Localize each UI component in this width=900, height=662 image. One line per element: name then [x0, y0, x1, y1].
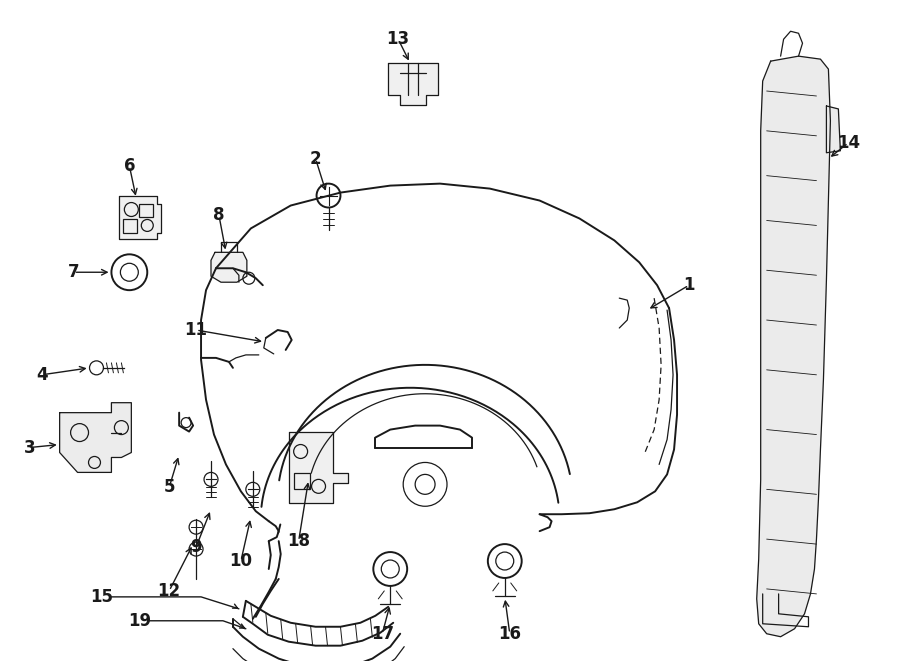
Polygon shape: [388, 63, 438, 105]
Text: 7: 7: [68, 263, 79, 281]
Text: 12: 12: [158, 582, 181, 600]
Polygon shape: [120, 195, 161, 240]
Polygon shape: [59, 402, 131, 473]
Text: 6: 6: [123, 157, 135, 175]
Bar: [293, 473, 310, 489]
Text: 18: 18: [287, 532, 310, 550]
Circle shape: [374, 552, 407, 586]
Text: 16: 16: [499, 625, 521, 643]
Polygon shape: [289, 432, 348, 503]
Text: 3: 3: [24, 438, 36, 457]
Text: 11: 11: [184, 321, 208, 339]
Text: 13: 13: [387, 30, 410, 48]
Circle shape: [488, 544, 522, 578]
Polygon shape: [826, 106, 841, 153]
Text: 14: 14: [837, 134, 859, 152]
Bar: [123, 220, 138, 234]
Text: 9: 9: [190, 538, 202, 556]
Polygon shape: [211, 252, 247, 282]
Bar: [140, 203, 153, 218]
Text: 2: 2: [310, 150, 321, 167]
Text: 1: 1: [683, 276, 695, 294]
Text: 19: 19: [128, 612, 151, 630]
Text: 8: 8: [213, 207, 225, 224]
Text: 5: 5: [164, 479, 175, 496]
Text: 4: 4: [36, 366, 48, 384]
Text: 17: 17: [371, 625, 394, 643]
Polygon shape: [757, 56, 831, 637]
Text: 10: 10: [230, 552, 252, 570]
Text: 15: 15: [90, 588, 113, 606]
